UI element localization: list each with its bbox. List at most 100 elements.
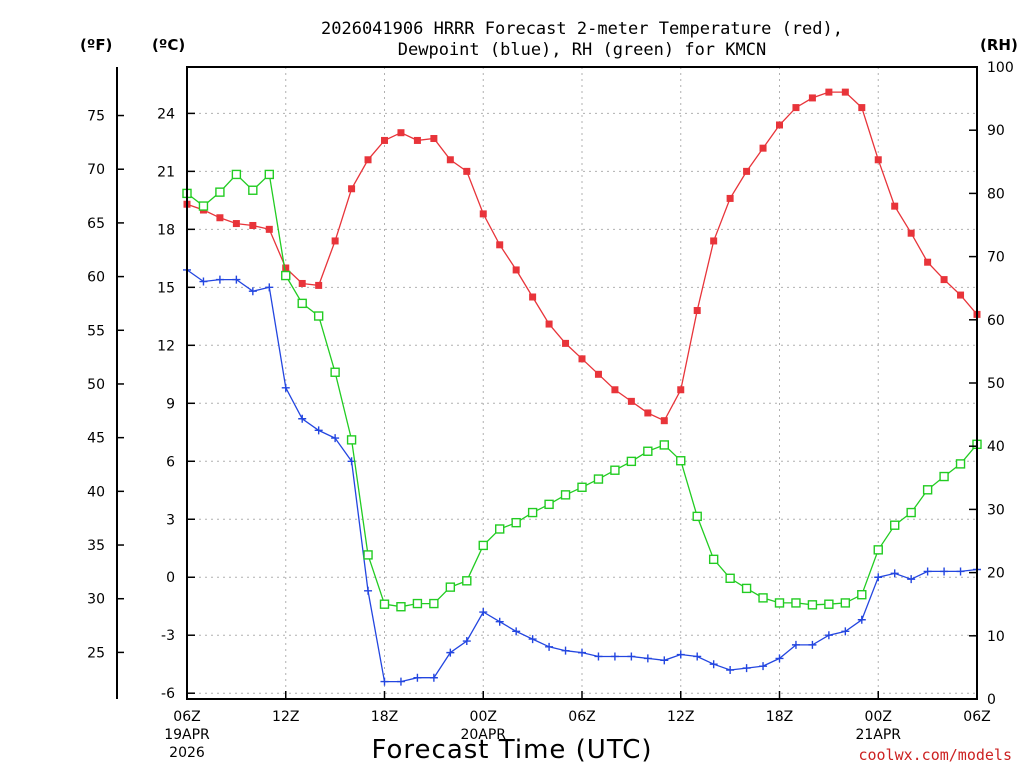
temperature-point	[907, 229, 915, 237]
rh-point	[873, 545, 883, 555]
temperature-point	[331, 237, 339, 245]
temperature-point	[298, 279, 306, 287]
dewpoint-point	[594, 652, 603, 661]
temperature-point	[808, 94, 816, 102]
rh-point	[840, 598, 851, 608]
temperature-point	[496, 241, 504, 249]
dewpoint-point	[693, 652, 702, 661]
temperature-point	[413, 136, 421, 144]
dewpoint-point	[199, 277, 208, 286]
celsius-tick-label: 21	[157, 164, 175, 180]
rh-point	[593, 474, 604, 484]
celsius-tick-label: -6	[161, 686, 175, 702]
rh-tick-label: 80	[987, 186, 1005, 202]
dewpoint-point	[265, 283, 274, 292]
temperature-point	[348, 185, 356, 193]
celsius-tick-label: 15	[157, 280, 175, 296]
rh-tick-label: 100	[987, 60, 1014, 76]
dewpoint-point	[396, 677, 405, 686]
rh-point	[231, 169, 242, 180]
x-tick-date-label: 21APR	[855, 727, 901, 743]
celsius-tick-label: 18	[157, 222, 175, 238]
x-tick-label: 00Z	[865, 709, 892, 725]
x-tick-label: 18Z	[766, 709, 793, 725]
dewpoint-point	[429, 673, 438, 682]
temperature-point	[726, 194, 734, 202]
celsius-tick-label: 0	[166, 570, 175, 586]
dewpoint-point	[331, 434, 340, 443]
rh-tick-label: 30	[987, 502, 1005, 518]
temperature-point	[578, 355, 586, 363]
dewpoint-point	[314, 426, 323, 435]
temperature-point	[512, 266, 520, 274]
rh-point	[708, 554, 719, 565]
rh-point	[692, 511, 702, 522]
rh-point	[577, 482, 587, 492]
temperature-point	[693, 307, 701, 315]
dewpoint-point	[364, 586, 373, 595]
celsius-tick-label: 24	[157, 106, 175, 122]
temperature-point	[660, 417, 668, 425]
rh-point	[725, 573, 735, 583]
x-tick-label: 18Z	[371, 709, 398, 725]
temperature-point	[611, 386, 619, 394]
rh-point	[462, 576, 472, 586]
rh-tick-label: 50	[987, 376, 1005, 392]
chart-title-line2: Dewpoint (blue), RH (green) for KMCN	[398, 40, 766, 60]
rh-tick-label: 0	[987, 692, 996, 708]
rh-point	[824, 599, 834, 609]
x-tick-label: 06Z	[568, 709, 595, 725]
rh-point	[857, 590, 867, 600]
x-tick-label: 12Z	[667, 709, 694, 725]
x-tick-year-label: 2026	[169, 745, 205, 761]
rh-point	[560, 490, 571, 500]
x-tick-label: 06Z	[963, 709, 990, 725]
rh-tick-label: 10	[987, 629, 1005, 645]
temperature-point	[545, 320, 553, 328]
fahrenheit-tick-label: 65	[87, 216, 105, 232]
temperature-point	[282, 264, 290, 272]
temperature-point	[249, 221, 257, 229]
rh-point	[922, 485, 933, 495]
rh-point	[379, 599, 390, 609]
fahrenheit-tick-label: 40	[87, 484, 105, 500]
temperature-point	[759, 144, 767, 152]
rh-point	[807, 600, 818, 610]
fahrenheit-tick-label: 25	[87, 645, 105, 661]
rh-tick-label: 70	[987, 250, 1005, 266]
temperature-point	[430, 135, 438, 143]
dewpoint-point	[808, 640, 817, 649]
temperature-point	[776, 121, 783, 129]
celsius-unit-label: (ºC)	[152, 36, 185, 54]
temperature-point	[397, 129, 405, 137]
dewpoint-point	[528, 635, 537, 644]
x-tick-label: 00Z	[470, 709, 497, 725]
rh-point	[643, 446, 653, 456]
dewpoint-point	[561, 646, 570, 655]
temperature-point	[232, 220, 240, 228]
credit-text: coolwx.com/models	[858, 746, 1012, 764]
dewpoint-point	[775, 654, 784, 663]
rh-point	[215, 187, 225, 197]
dewpoint-point	[495, 617, 504, 626]
dewpoint-point	[923, 567, 932, 576]
celsius-tick-label: -3	[161, 628, 175, 644]
temperature-point	[594, 370, 602, 378]
rh-point	[264, 169, 274, 180]
rh-point	[412, 598, 423, 609]
rh-tick-label: 40	[987, 439, 1005, 455]
gridlines	[187, 67, 977, 699]
dewpoint-point	[512, 627, 521, 636]
dewpoint-point	[462, 637, 471, 646]
rh-point	[659, 440, 669, 450]
dewpoint-point	[907, 575, 916, 584]
rh-point	[626, 456, 637, 467]
dewpoint-point	[479, 608, 488, 617]
temperature-point	[874, 156, 882, 164]
dewpoint-point	[824, 631, 833, 640]
fahrenheit-tick-label: 60	[87, 270, 105, 286]
dewpoint-point	[940, 567, 949, 576]
temperature-point	[858, 104, 866, 112]
rh-point	[363, 550, 373, 560]
